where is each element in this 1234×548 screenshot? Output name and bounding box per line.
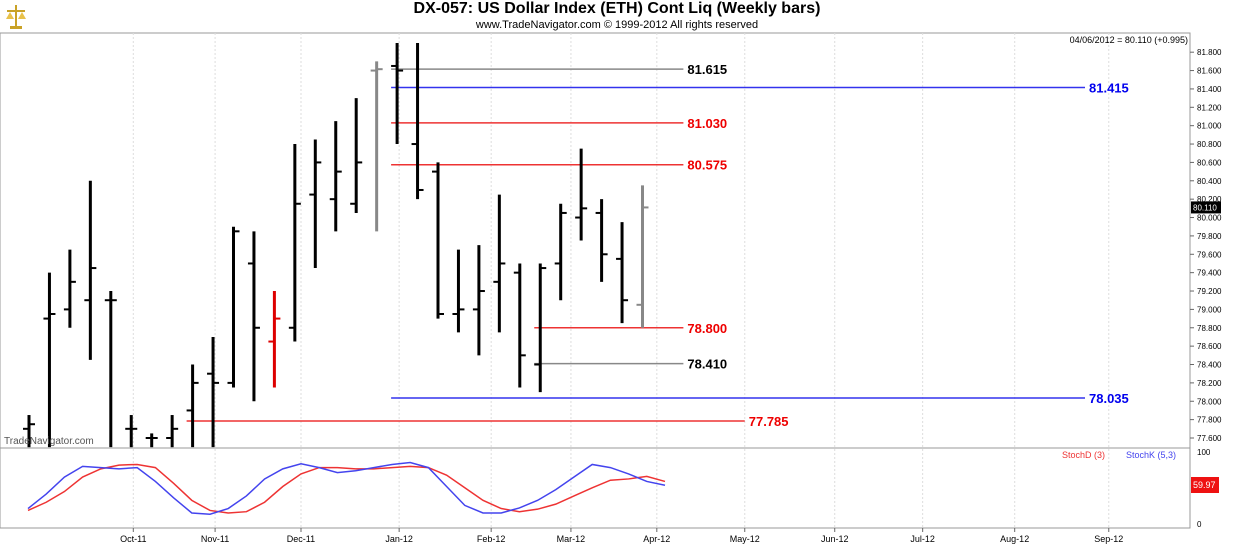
price-tick-label: 79.400 <box>1197 269 1222 278</box>
price-tick-label: 79.000 <box>1197 305 1222 314</box>
oscillator-last-value: 59.97 <box>1193 480 1216 490</box>
oscillator-line <box>27 463 666 514</box>
x-tick-label: Mar-12 <box>557 534 586 544</box>
price-tick-label: 81.000 <box>1197 122 1222 131</box>
price-tick-label: 80.800 <box>1197 140 1222 149</box>
price-bars <box>23 43 649 448</box>
watermark: TradeNavigator.com <box>4 436 94 447</box>
price-tick-label: 80.400 <box>1197 177 1222 186</box>
oscillator-legend-stochk: StochK (5,3) <box>1126 450 1176 460</box>
last-price-label: 80.110 <box>1193 203 1217 212</box>
price-tick-label: 79.600 <box>1197 250 1222 259</box>
price-tick-label: 79.200 <box>1197 287 1222 296</box>
x-tick-label: Jan-12 <box>385 534 413 544</box>
x-tick-label: Jul-12 <box>910 534 935 544</box>
price-tick-label: 81.600 <box>1197 67 1222 76</box>
x-tick-label: Oct-11 <box>120 534 146 544</box>
x-tick-label: May-12 <box>730 534 760 544</box>
oscillator-panel <box>0 447 1191 529</box>
x-tick-label: Apr-12 <box>643 534 670 544</box>
scale-logo-icon <box>6 5 26 29</box>
oscillator-tick-label: 0 <box>1197 520 1202 529</box>
grid <box>132 33 1110 528</box>
price-axis: 81.800 81.600 81.400 81.200 81.000 80.800 80.6… <box>1190 48 1222 443</box>
price-tick-label: 78.000 <box>1197 397 1222 406</box>
level-label: 78.035 <box>1089 391 1129 406</box>
level-label: 77.785 <box>749 414 789 429</box>
copyright-text: www.TradeNavigator.com © 1999-2012 All r… <box>475 19 759 31</box>
x-tick-label: Dec-11 <box>287 534 315 544</box>
price-tick-label: 80.200 <box>1197 195 1222 204</box>
level-label: 81.615 <box>687 62 727 77</box>
level-label: 78.800 <box>687 321 727 336</box>
price-tick-label: 77.800 <box>1197 416 1222 425</box>
price-tick-label: 81.200 <box>1197 103 1222 112</box>
price-panel <box>0 32 1191 449</box>
last-price-tag <box>1191 201 1221 214</box>
level-label: 80.575 <box>687 158 727 173</box>
price-tick-label: 81.800 <box>1197 48 1222 57</box>
level-label: 81.030 <box>687 116 727 131</box>
oscillator-legend-stochd: StochD (3) <box>1062 450 1105 460</box>
last-quote: 04/06/2012 = 80.110 (+0.995) <box>1070 35 1188 45</box>
oscillator-last-tag <box>1191 477 1219 493</box>
level-label: 81.415 <box>1089 81 1129 96</box>
x-tick-label: Jun-12 <box>821 534 849 544</box>
price-tick-label: 79.800 <box>1197 232 1222 241</box>
x-tick-label: Aug-12 <box>1000 534 1029 544</box>
price-tick-label: 78.600 <box>1197 342 1222 351</box>
oscillator-tick-label: 100 <box>1197 448 1211 457</box>
price-tick-label: 81.400 <box>1197 85 1222 94</box>
price-tick-label: 78.800 <box>1197 324 1222 333</box>
level-label: 78.410 <box>687 357 727 372</box>
x-axis: Oct-11 Nov-11 Dec-11 Jan-12 Feb-12 Mar-12 Apr-… <box>120 528 1123 544</box>
price-tick-label: 77.600 <box>1197 434 1222 443</box>
stochastic-oscillator: StochD (3) StochK (5,3) 100 0 59.97 <box>27 448 1219 529</box>
x-tick-label: Feb-12 <box>477 534 506 544</box>
x-tick-label: Sep-12 <box>1094 534 1123 544</box>
price-tick-label: 78.400 <box>1197 361 1222 370</box>
price-tick-label: 80.600 <box>1197 158 1222 167</box>
x-tick-label: Nov-11 <box>201 534 229 544</box>
oscillator-line <box>27 461 666 515</box>
level-lines: 81.615 81.415 81.030 80.575 78.800 78.410 78.0… <box>186 62 1129 429</box>
chart-title: DX-057: US Dollar Index (ETH) Cont Liq (… <box>413 0 821 17</box>
price-tick-label: 80.000 <box>1197 214 1222 223</box>
price-tick-label: 78.200 <box>1197 379 1222 388</box>
